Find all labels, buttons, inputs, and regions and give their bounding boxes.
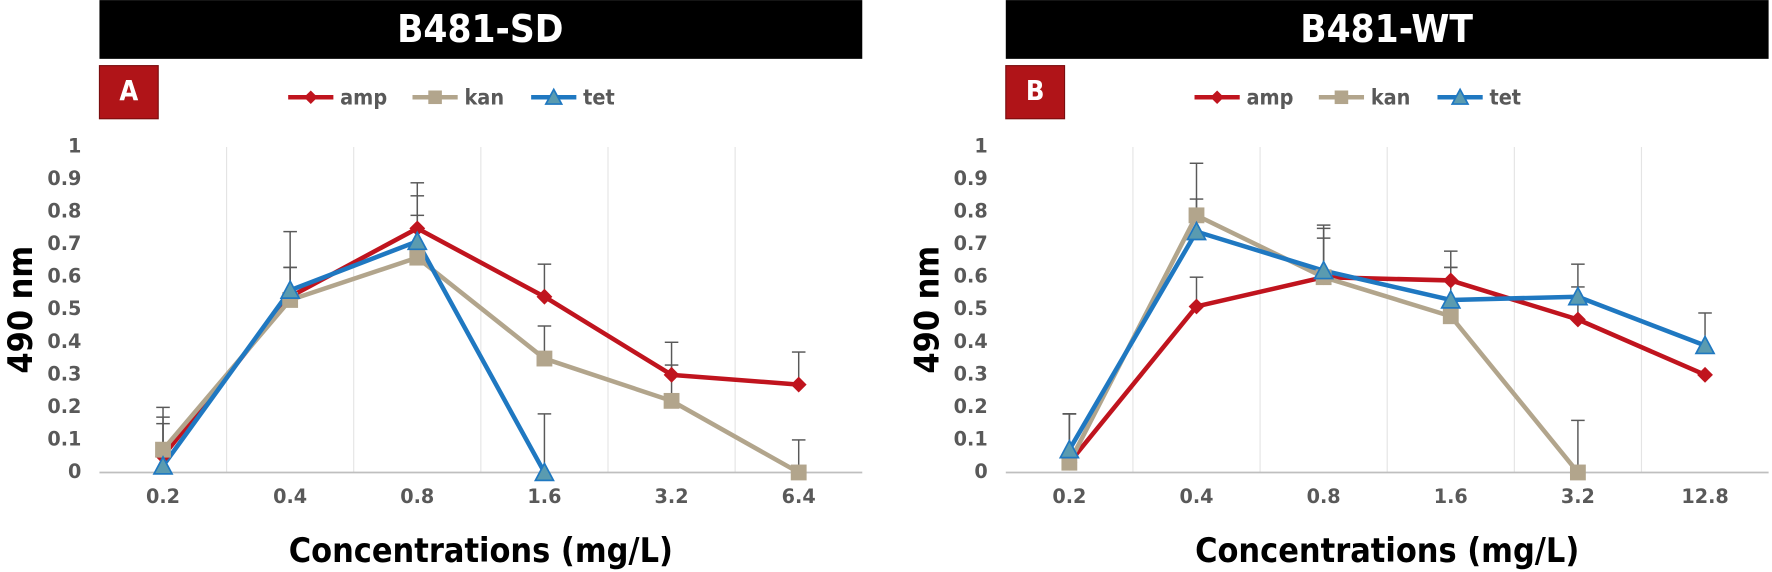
marker: [1188, 207, 1205, 224]
marker: [428, 90, 442, 105]
y-tick-label: 1: [68, 134, 81, 157]
title-bar: [99, 0, 863, 59]
x-tick-label: 1.6: [527, 485, 561, 508]
y-axis-label: 490 nm: [1, 246, 40, 374]
x-tick-label: 0.4: [273, 485, 307, 508]
x-tick-label: 0.2: [146, 485, 180, 508]
error-bar: [1571, 419, 1585, 473]
y-tick-label: 0.2: [954, 395, 988, 418]
x-tick-label: 1.6: [1434, 485, 1468, 508]
legend-label: tet: [583, 85, 615, 110]
legend-label: kan: [1371, 85, 1411, 110]
y-tick-label: 0.5: [954, 297, 988, 320]
marker: [409, 220, 426, 237]
marker: [1442, 272, 1459, 289]
y-tick-label: 1: [974, 134, 987, 157]
marker: [536, 288, 553, 305]
marker: [790, 464, 807, 481]
x-tick-label: 0.8: [400, 485, 434, 508]
x-tick-label: 0.4: [1179, 485, 1213, 508]
y-tick-label: 0.3: [954, 362, 988, 385]
marker: [152, 455, 174, 475]
y-tick-label: 0.4: [954, 330, 988, 353]
title-bar: [1005, 0, 1769, 59]
marker: [544, 87, 564, 105]
y-tick-label: 0.1: [954, 427, 988, 450]
marker: [1442, 308, 1459, 325]
marker: [1061, 454, 1078, 471]
marker: [790, 376, 807, 393]
series-line: [161, 255, 800, 475]
marker: [536, 350, 553, 367]
legend-label: kan: [464, 85, 504, 110]
x-tick-label: 3.2: [1561, 485, 1595, 508]
y-tick-label: 0.8: [47, 200, 81, 223]
chart-title: B481-SD: [397, 7, 563, 52]
y-tick-label: 0.9: [954, 167, 988, 190]
legend-label: tet: [1489, 85, 1521, 110]
marker: [1450, 87, 1470, 105]
panel-label: B: [1026, 76, 1045, 107]
y-tick-label: 0.9: [47, 167, 81, 190]
marker: [1058, 438, 1080, 459]
y-tick-label: 0.3: [47, 362, 81, 385]
marker: [1567, 285, 1589, 306]
panel-box: [98, 65, 159, 120]
legend-label: amp: [340, 85, 387, 110]
y-tick-label: 0.2: [47, 395, 81, 418]
marker: [155, 441, 171, 458]
marker: [1186, 220, 1207, 241]
y-axis-label: 490 nm: [907, 246, 946, 374]
marker: [1313, 259, 1335, 280]
marker: [303, 90, 318, 105]
marker: [1697, 366, 1713, 383]
marker: [409, 249, 426, 266]
series-line: [161, 239, 547, 474]
legend-label: amp: [1247, 85, 1294, 110]
series-line: [1067, 229, 1706, 451]
y-tick-label: 0.4: [47, 330, 81, 353]
y-tick-label: 0.6: [47, 265, 81, 288]
series-line: [1067, 274, 1706, 465]
x-tick-label: 6.4: [782, 485, 816, 508]
marker: [1188, 298, 1205, 315]
marker: [1210, 90, 1224, 105]
y-tick-label: 0.6: [954, 265, 988, 288]
marker: [1569, 311, 1586, 328]
marker: [533, 461, 555, 482]
y-tick-label: 0.7: [47, 232, 81, 255]
marker: [663, 392, 680, 409]
chart-title: B481-WT: [1300, 7, 1473, 52]
y-tick-label: 0.1: [47, 427, 81, 450]
marker: [1334, 90, 1349, 105]
panel-label: A: [119, 76, 138, 107]
x-axis-label: Concentrations (mg/L): [289, 531, 673, 570]
y-tick-label: 0: [974, 460, 987, 483]
marker: [1440, 289, 1462, 309]
marker: [1694, 334, 1716, 355]
panel-box: [1005, 65, 1066, 120]
marker: [279, 279, 301, 299]
x-tick-label: 0.2: [1052, 485, 1086, 508]
y-tick-label: 0.5: [47, 297, 81, 320]
x-tick-label: 12.8: [1681, 485, 1728, 508]
x-tick-label: 0.8: [1307, 485, 1341, 508]
marker: [1569, 464, 1586, 481]
y-tick-label: 0: [68, 460, 81, 483]
y-tick-label: 0.8: [954, 200, 988, 223]
y-tick-label: 0.7: [954, 232, 988, 255]
marker: [406, 230, 428, 251]
x-axis-label: Concentrations (mg/L): [1195, 531, 1579, 570]
x-tick-label: 3.2: [655, 485, 689, 508]
